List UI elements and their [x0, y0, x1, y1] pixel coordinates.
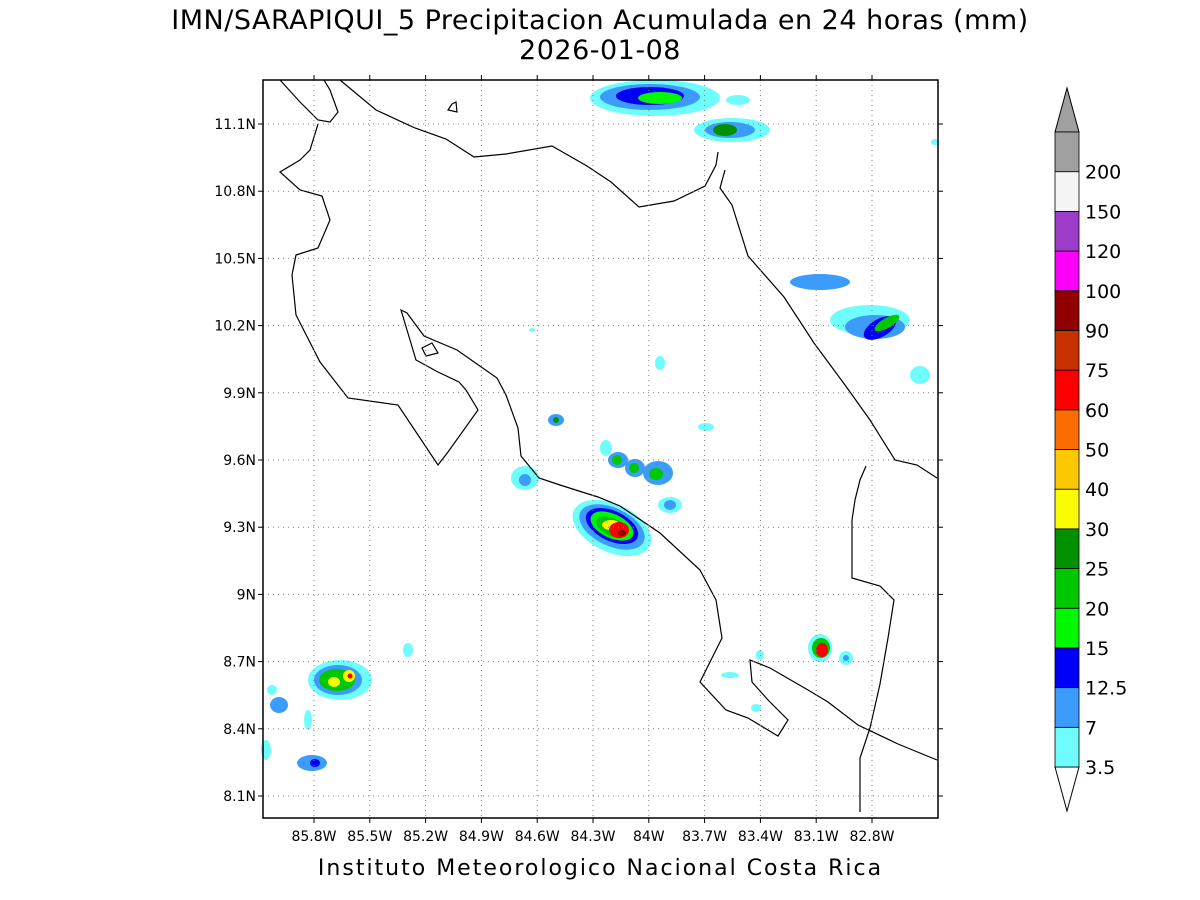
- colorbar-swatch: [1054, 290, 1080, 331]
- lon-tick-label: 85.5W: [347, 829, 392, 845]
- colorbar-label: 200: [1085, 162, 1121, 184]
- colorbar-label: 100: [1085, 281, 1121, 303]
- colorbar-swatch: [1054, 449, 1080, 490]
- lat-tick-label: 9.6N: [223, 453, 256, 469]
- precip-layer: [261, 80, 939, 771]
- colorbar-label: 40: [1085, 479, 1109, 501]
- axis-ticks: [258, 75, 943, 823]
- lat-tick-label: 11.1N: [214, 117, 256, 133]
- lon-tick-labels: 85.8W 85.5W 85.2W 84.9W 84.6W 84.3W 84W 83.7W 83…: [291, 829, 894, 845]
- colorbar-swatch: [1054, 250, 1080, 292]
- colorbar-swatch: [1054, 131, 1080, 173]
- chart-title: IMN/SARAPIQUI_5 Precipitacion Acumulada …: [171, 5, 1029, 36]
- colorbar-swatch: [1054, 330, 1080, 371]
- colorbar-swatch: [1054, 647, 1080, 689]
- colorbar-label: 150: [1085, 201, 1121, 223]
- map-frame: [262, 79, 939, 819]
- footer-credit: Instituto Meteorologico Nacional Costa R…: [317, 856, 884, 881]
- colorbar-label: 120: [1085, 241, 1121, 263]
- lat-tick-label: 8.4N: [223, 722, 256, 738]
- colorbar-label: 20: [1085, 598, 1109, 620]
- colorbar-swatch: [1054, 528, 1080, 569]
- lon-tick-label: 85.8W: [291, 829, 336, 845]
- lon-tick-label: 83.1W: [794, 829, 839, 845]
- colorbar-swatch: [1054, 210, 1080, 252]
- colorbar-over-arrow: [1054, 86, 1080, 133]
- lat-tick-label: 8.7N: [223, 655, 256, 671]
- colorbar-label: 15: [1085, 638, 1109, 660]
- colorbar-swatch: [1054, 607, 1080, 649]
- lat-tick-label: 10.2N: [214, 319, 256, 335]
- colorbar-label: 50: [1085, 440, 1109, 462]
- colorbar-swatch: [1054, 726, 1080, 768]
- colorbar-under-arrow: [1054, 766, 1080, 813]
- lat-tick-label: 9N: [237, 587, 256, 603]
- grid-lines: [263, 80, 938, 818]
- colorbar-swatch: [1054, 488, 1080, 530]
- lon-tick-label: 83.7W: [682, 829, 727, 845]
- lon-tick-label: 85.2W: [403, 829, 448, 845]
- colorbar-swatch: [1054, 409, 1080, 450]
- colorbar-label: 75: [1085, 360, 1109, 382]
- colorbar-label: 12.5: [1085, 678, 1127, 700]
- colorbar-label: 90: [1085, 320, 1109, 342]
- chart-date: 2026-01-08: [519, 35, 681, 66]
- lat-tick-label: 8.1N: [223, 789, 256, 805]
- lon-tick-label: 84.3W: [570, 829, 615, 845]
- lon-tick-label: 83.4W: [738, 829, 783, 845]
- lon-tick-label: 82.8W: [849, 829, 894, 845]
- colorbar-swatch: [1054, 568, 1080, 609]
- colorbar-label: 60: [1085, 400, 1109, 422]
- lon-tick-label: 84.6W: [515, 829, 560, 845]
- coastline-layer: [278, 79, 938, 812]
- colorbar-swatch: [1054, 369, 1080, 411]
- colorbar-swatch: [1054, 687, 1080, 728]
- lat-tick-label: 9.9N: [223, 386, 256, 402]
- lat-tick-label: 10.8N: [214, 184, 256, 200]
- lon-tick-label: 84.9W: [459, 829, 504, 845]
- lat-tick-label: 9.3N: [223, 520, 256, 536]
- colorbar-swatch: [1054, 171, 1080, 212]
- colorbar-label: 25: [1085, 559, 1109, 581]
- colorbar-label: 30: [1085, 519, 1109, 541]
- colorbar: 3.5 7 12.5 15 20 25 30 40 50 60 75 90 100 120 150 200: [1054, 86, 1127, 813]
- colorbar-label: 7: [1085, 717, 1097, 739]
- lat-tick-labels: 11.1N 10.8N 10.5N 10.2N 9.9N 9.6N 9.3N 9N 8.7N 8.…: [214, 117, 256, 805]
- lat-tick-label: 10.5N: [214, 251, 256, 267]
- colorbar-label: 3.5: [1085, 757, 1115, 779]
- lon-tick-label: 84W: [633, 829, 665, 845]
